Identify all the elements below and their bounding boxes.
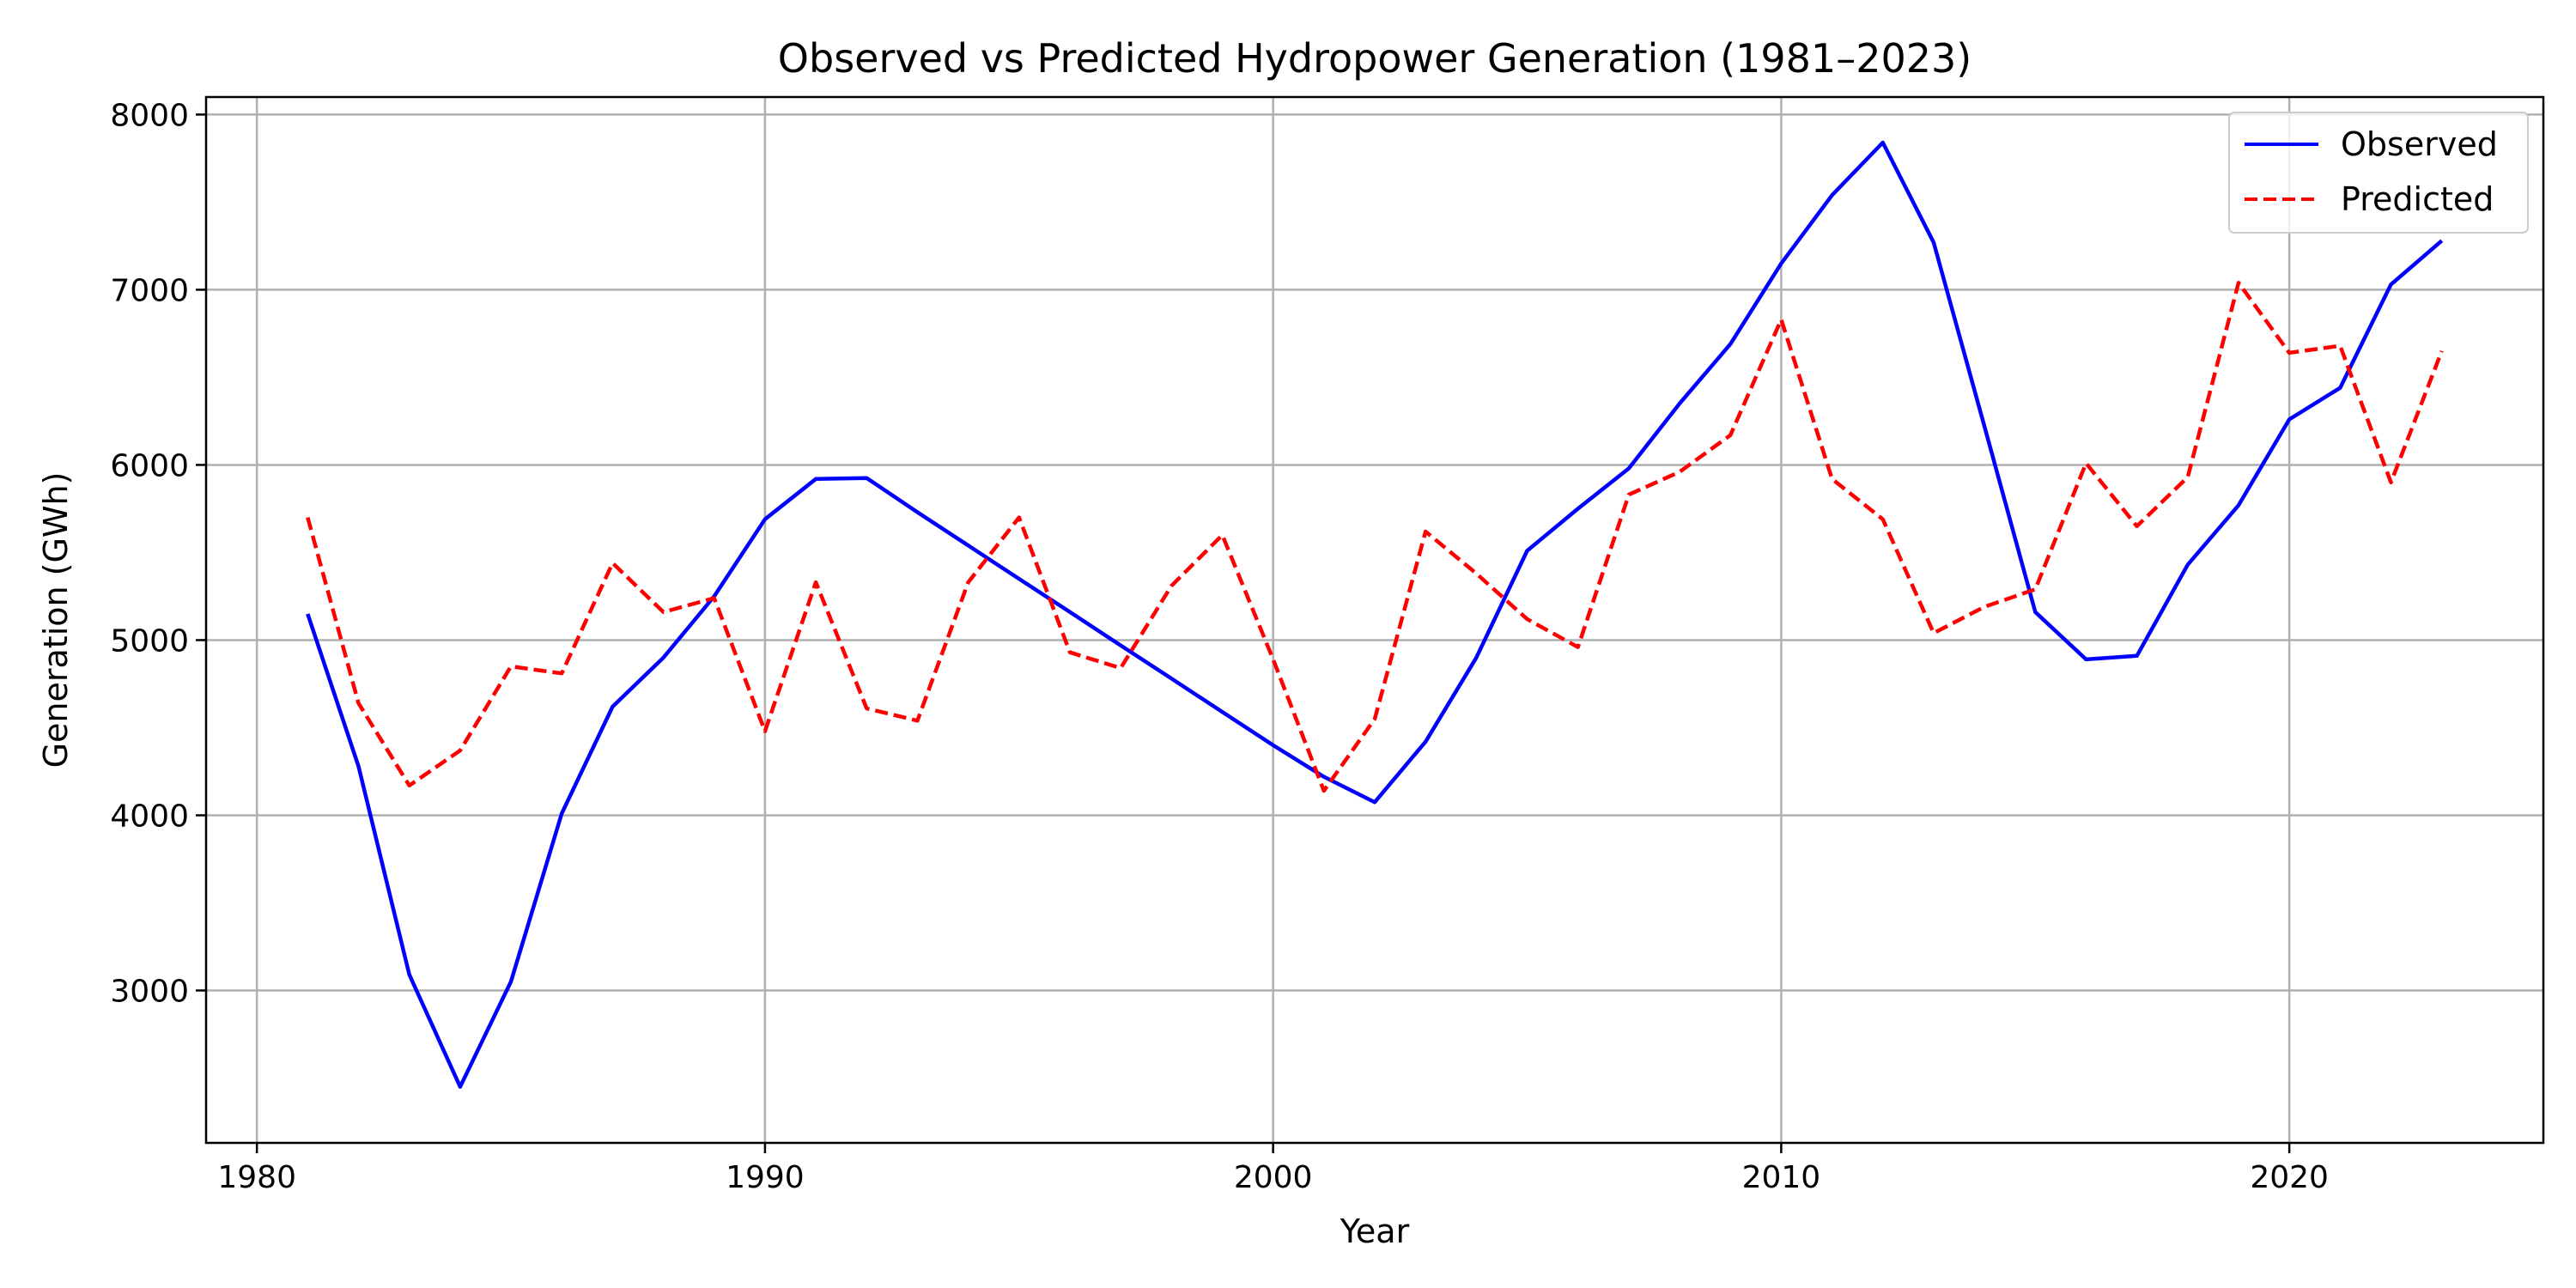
x-tick-label: 1990 [726,1160,805,1195]
x-tick-label: 1980 [217,1160,296,1195]
legend-label-observed: Observed [2341,125,2498,163]
x-tick-label: 2010 [1742,1160,1821,1195]
y-tick-label: 5000 [110,623,189,659]
y-tick-label: 3000 [110,975,189,1010]
grid-lines [206,97,2543,1143]
y-tick-label: 8000 [110,98,189,133]
series-group [306,140,2444,1089]
y-axis-label: Generation (GWh) [37,472,75,769]
legend: Observed Predicted [2228,112,2529,234]
chart-title: Observed vs Predicted Hydropower Generat… [778,35,1971,82]
y-tick-label: 7000 [110,273,189,308]
legend-label-predicted: Predicted [2341,180,2494,218]
series-line-observed [306,140,2444,1089]
series-line-predicted [306,281,2444,793]
plot-frame [204,95,2545,1145]
x-tick-label: 2000 [1234,1160,1313,1195]
y-tick-label: 4000 [110,799,189,834]
x-tick-label: 2020 [2250,1160,2329,1195]
x-axis-label: Year [1340,1212,1410,1250]
axis-ticks: 1980 1990 2000 2010 2020 3000 4000 5000 6000 7000… [110,98,2329,1195]
y-tick-label: 6000 [110,448,189,483]
